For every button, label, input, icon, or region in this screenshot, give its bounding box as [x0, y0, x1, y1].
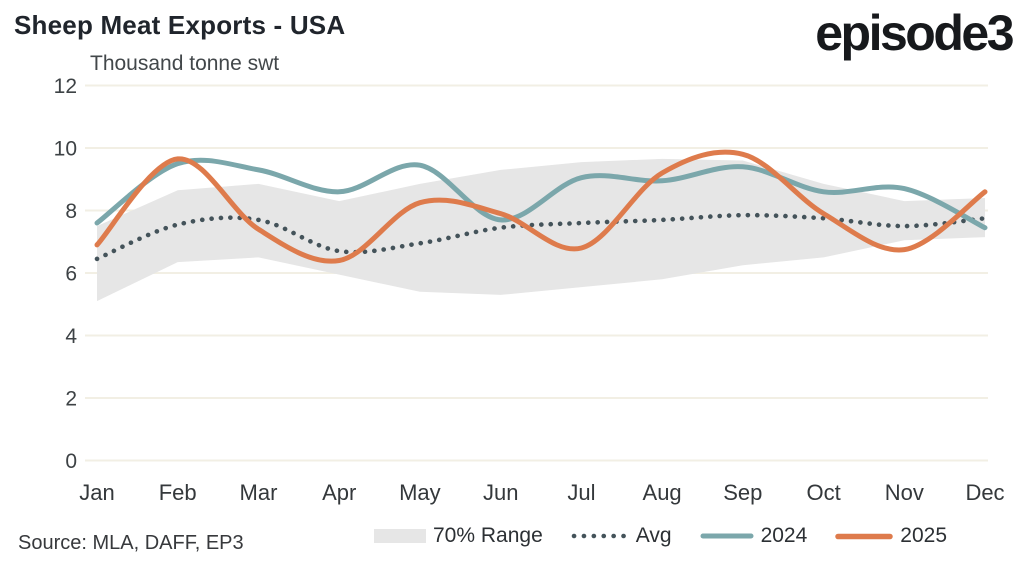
- legend-label-2024: 2024: [760, 524, 808, 547]
- legend-label-avg: Avg: [635, 524, 672, 547]
- x-tick-label: Mar: [240, 480, 278, 505]
- range-band: [97, 158, 985, 302]
- range-swatch-icon: [374, 529, 426, 543]
- legend-item-avg: Avg: [571, 524, 672, 548]
- page-title: Sheep Meat Exports - USA: [14, 10, 346, 40]
- x-tick-label: Oct: [806, 480, 840, 505]
- y-tick-label: 8: [65, 200, 77, 223]
- y-tick-label: 0: [65, 450, 77, 473]
- series-line-2024: [94, 157, 988, 231]
- legend-label-2025: 2025: [900, 524, 947, 547]
- y-tick-label: 6: [65, 263, 77, 286]
- y-axis-unit-label: Thousand tonne swt: [90, 52, 280, 75]
- x-tick-label: May: [399, 480, 441, 505]
- x-tick-label: Feb: [159, 480, 197, 505]
- series-line-2025: [94, 149, 988, 264]
- legend-item-2024: 2024: [700, 524, 808, 548]
- x-tick-label: Jul: [567, 480, 595, 505]
- x-tick-label: Aug: [643, 480, 682, 505]
- line-2024-swatch-icon: [700, 533, 754, 539]
- legend-item-range: 70% Range: [374, 524, 543, 548]
- x-tick-label: Jun: [483, 480, 518, 505]
- x-tick-label: Nov: [885, 480, 924, 505]
- legend-label-range: 70% Range: [433, 524, 543, 547]
- episode3-logo: episode3: [815, 5, 1014, 61]
- source-note: Source: MLA, DAFF, EP3: [18, 532, 244, 554]
- range-swatch: [374, 529, 426, 543]
- avg-swatch-icon: [571, 533, 629, 539]
- x-tick-label: Sep: [723, 480, 762, 505]
- y-tick-label: 12: [54, 75, 77, 98]
- y-tick-label: 2: [65, 388, 77, 411]
- x-tick-label: Jan: [79, 480, 114, 505]
- x-tick-label: Dec: [965, 480, 1004, 505]
- chart-legend: 70% Range Avg 2024 2025: [374, 524, 947, 548]
- x-tick-label: Apr: [322, 480, 356, 505]
- y-tick-label: 4: [65, 325, 77, 348]
- line-2025-swatch-icon: [835, 533, 894, 539]
- legend-item-2025: 2025: [835, 524, 947, 548]
- y-tick-label: 10: [54, 138, 77, 161]
